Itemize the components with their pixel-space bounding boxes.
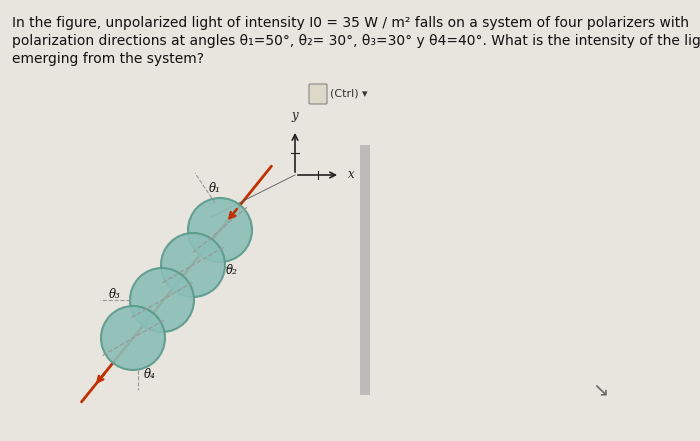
Text: θ₄: θ₄: [144, 369, 156, 381]
FancyBboxPatch shape: [309, 84, 327, 104]
Ellipse shape: [161, 233, 225, 297]
Text: θ₃: θ₃: [109, 288, 121, 300]
Text: polarization directions at angles θ₁=50°, θ₂= 30°, θ₃=30° y θ4=40°. What is the : polarization directions at angles θ₁=50°…: [12, 34, 700, 48]
Ellipse shape: [101, 306, 165, 370]
Bar: [360, 145, 370, 395]
Text: (Ctrl): (Ctrl): [330, 89, 358, 99]
Text: ↘: ↘: [592, 381, 608, 400]
Text: θ₁: θ₁: [209, 182, 221, 194]
Text: emerging from the system?: emerging from the system?: [12, 52, 204, 66]
Text: θ₂: θ₂: [226, 264, 238, 277]
Ellipse shape: [188, 198, 252, 262]
Text: ▾: ▾: [362, 89, 368, 99]
Text: x: x: [348, 168, 355, 182]
Ellipse shape: [130, 268, 194, 332]
Text: y: y: [292, 109, 298, 122]
Text: In the figure, unpolarized light of intensity I0 = 35 W / m² falls on a system o: In the figure, unpolarized light of inte…: [12, 16, 689, 30]
